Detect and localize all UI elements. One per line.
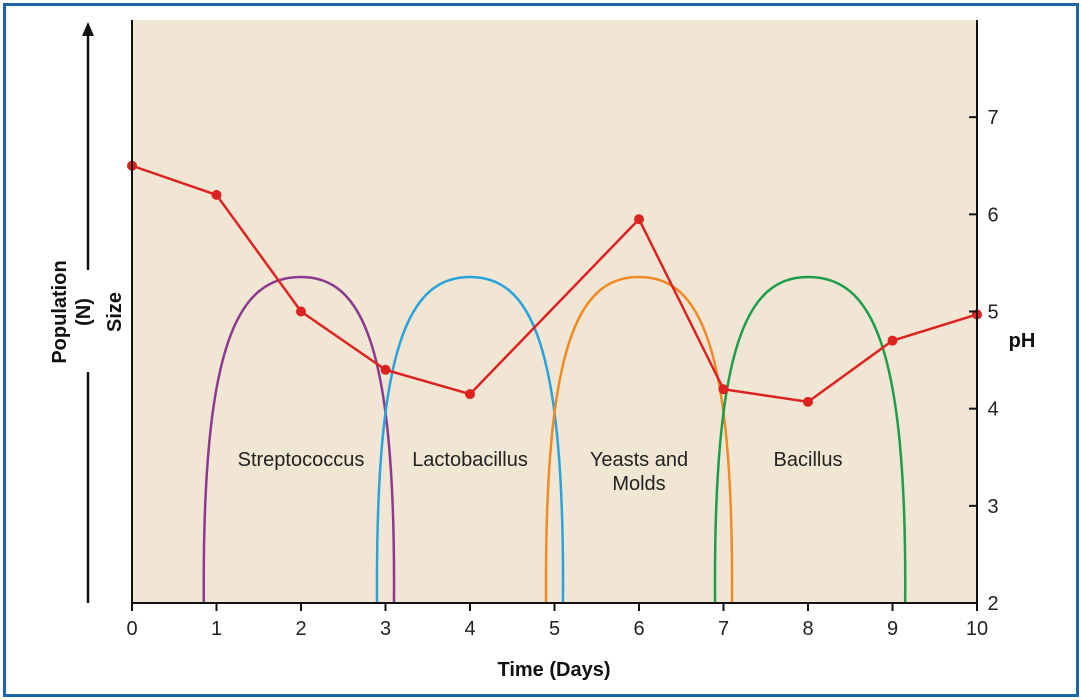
ph-point (803, 396, 813, 407)
x-tick-label: 2 (295, 618, 306, 640)
curve-label-yeasts-and-molds: Yeasts and (590, 449, 688, 471)
y-tick-label: 6 (987, 204, 998, 226)
y-tick-label: 4 (987, 399, 998, 421)
population-title-line3: Size (104, 292, 126, 332)
curve-label-yeasts-and-molds-line2: Molds (612, 473, 665, 495)
ph-line (131, 164, 978, 404)
ph-point (211, 189, 222, 200)
x-tick-label: 4 (464, 618, 475, 640)
x-tick-label: 7 (718, 618, 729, 640)
population-title-line1: Population (49, 260, 71, 363)
ph-point (718, 384, 729, 395)
x-axis-title: Time (Days) (497, 659, 610, 681)
x-tick-label: 6 (633, 618, 644, 640)
x-axis-ticks: 0 1 2 3 4 5 6 7 8 9 10 (126, 603, 988, 640)
y-tick-label: 7 (987, 107, 998, 129)
y-right-axis-ticks: 2 3 4 5 6 7 (969, 107, 999, 615)
y-tick-label: 5 (987, 302, 998, 324)
x-tick-label: 10 (966, 618, 988, 640)
curve-labels: Streptococcus Lactobacillus Yeasts andMold… (238, 449, 843, 495)
y-tick-label: 3 (987, 496, 998, 518)
population-title-line2: (N) (73, 298, 95, 326)
y-tick-label: 2 (987, 593, 998, 615)
plot-area (132, 20, 977, 603)
population-arrow-head (82, 22, 94, 36)
curve-label-bacillus: Bacillus (774, 449, 843, 471)
ph-point (887, 335, 898, 346)
x-tick-label: 3 (380, 618, 391, 640)
population-curves (202, 275, 907, 604)
ph-point (380, 364, 391, 375)
curve-label-lactobacillus: Lactobacillus (412, 449, 528, 471)
x-tick-label: 8 (802, 618, 813, 640)
ph-point (634, 214, 644, 225)
x-tick-label: 5 (549, 618, 560, 640)
x-tick-label: 1 (211, 618, 222, 640)
x-tick-label: 0 (126, 618, 137, 640)
x-tick-label: 9 (887, 618, 898, 640)
y-right-axis-title: pH (1009, 330, 1036, 352)
curve-label-streptococcus: Streptococcus (238, 449, 365, 471)
ph-point (465, 389, 475, 400)
ph-point (296, 306, 306, 317)
population-curve-bacillus (713, 275, 907, 604)
